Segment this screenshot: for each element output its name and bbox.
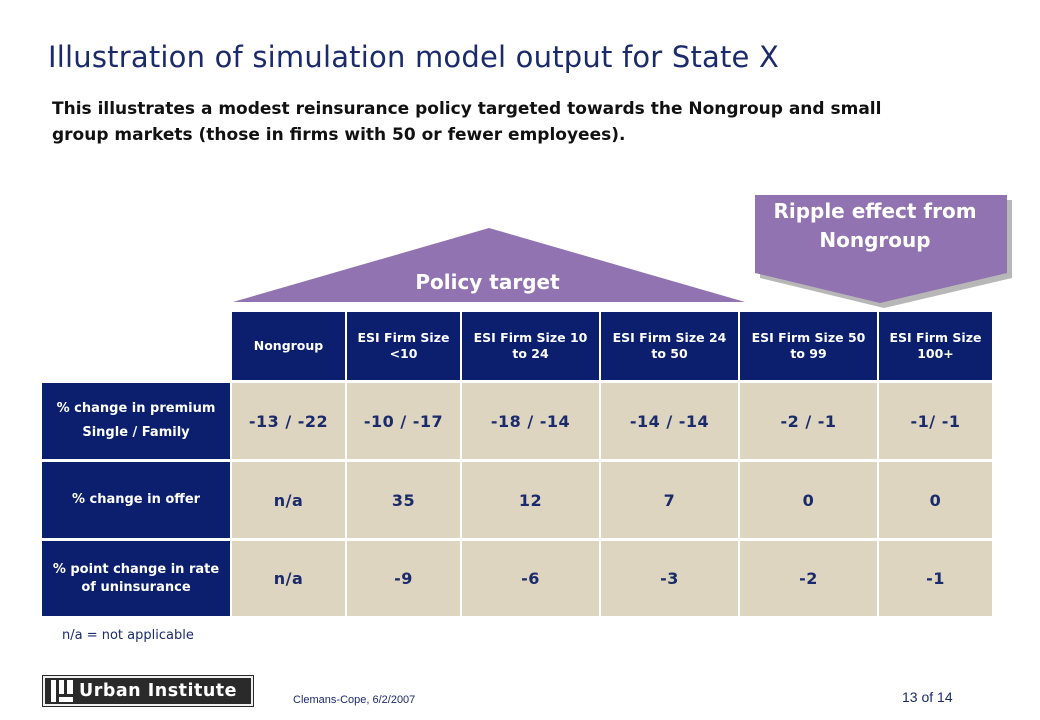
col-header-size-50-99: ESI Firm Size 50 to 99: [740, 312, 877, 380]
slide-subtitle: This illustrates a modest reinsurance po…: [52, 99, 882, 145]
footer-author-date: Clemans-Cope, 6/2/2007: [293, 694, 416, 706]
ripple-effect-label: Ripple effect from Nongroup: [773, 199, 977, 252]
table-cell: -1/ -1: [879, 383, 992, 459]
footnote-na: n/a = not applicable: [62, 628, 194, 643]
table-cell: -14 / -14: [601, 383, 738, 459]
logo-mark-icon: [51, 680, 73, 702]
results-table: Nongroup ESI Firm Size <10 ESI Firm Size…: [42, 312, 992, 616]
table-cell: -3: [601, 541, 738, 616]
col-header-size-lt10: ESI Firm Size <10: [347, 312, 460, 380]
table-cell: 35: [347, 462, 460, 538]
table-cell: -6: [462, 541, 599, 616]
row-header-premium-line2: Single / Family: [82, 425, 190, 440]
policy-target-triangle: [233, 228, 745, 302]
table-cell: -18 / -14: [462, 383, 599, 459]
table-cell: 0: [879, 462, 992, 538]
row-header-uninsurance: % point change in rate of uninsurance: [42, 541, 230, 616]
table-cell: n/a: [232, 462, 345, 538]
table-cell: -10 / -17: [347, 383, 460, 459]
slide-title: Illustration of simulation model output …: [48, 40, 780, 74]
row-header-offer: % change in offer: [42, 462, 230, 538]
table-corner: [42, 312, 230, 380]
logo-text: Urban Institute: [79, 681, 238, 701]
table-cell: 7: [601, 462, 738, 538]
row-header-premium: % change in premium Single / Family: [42, 383, 230, 459]
row-header-premium-line1: % change in premium: [56, 401, 216, 416]
col-header-nongroup: Nongroup: [232, 312, 345, 380]
table-cell: -2 / -1: [740, 383, 877, 459]
table-cell: -1: [879, 541, 992, 616]
table-cell: -9: [347, 541, 460, 616]
page-number: 13 of 14: [902, 689, 953, 705]
col-header-size-100plus: ESI Firm Size 100+: [879, 312, 992, 380]
table-cell: -2: [740, 541, 877, 616]
urban-institute-logo: Urban Institute: [42, 675, 254, 707]
col-header-size-10-24: ESI Firm Size 10 to 24: [462, 312, 599, 380]
table-cell: -13 / -22: [232, 383, 345, 459]
policy-target-label: Policy target: [415, 270, 560, 294]
ripple-effect-pentagon: [755, 195, 1007, 303]
table-cell: 0: [740, 462, 877, 538]
table-cell: 12: [462, 462, 599, 538]
col-header-size-24-50: ESI Firm Size 24 to 50: [601, 312, 738, 380]
table-cell: n/a: [232, 541, 345, 616]
